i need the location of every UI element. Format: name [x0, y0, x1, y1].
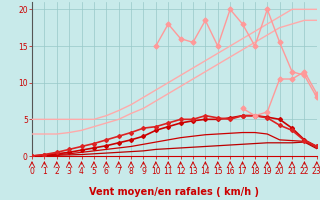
X-axis label: Vent moyen/en rafales ( km/h ): Vent moyen/en rafales ( km/h ): [89, 187, 260, 197]
